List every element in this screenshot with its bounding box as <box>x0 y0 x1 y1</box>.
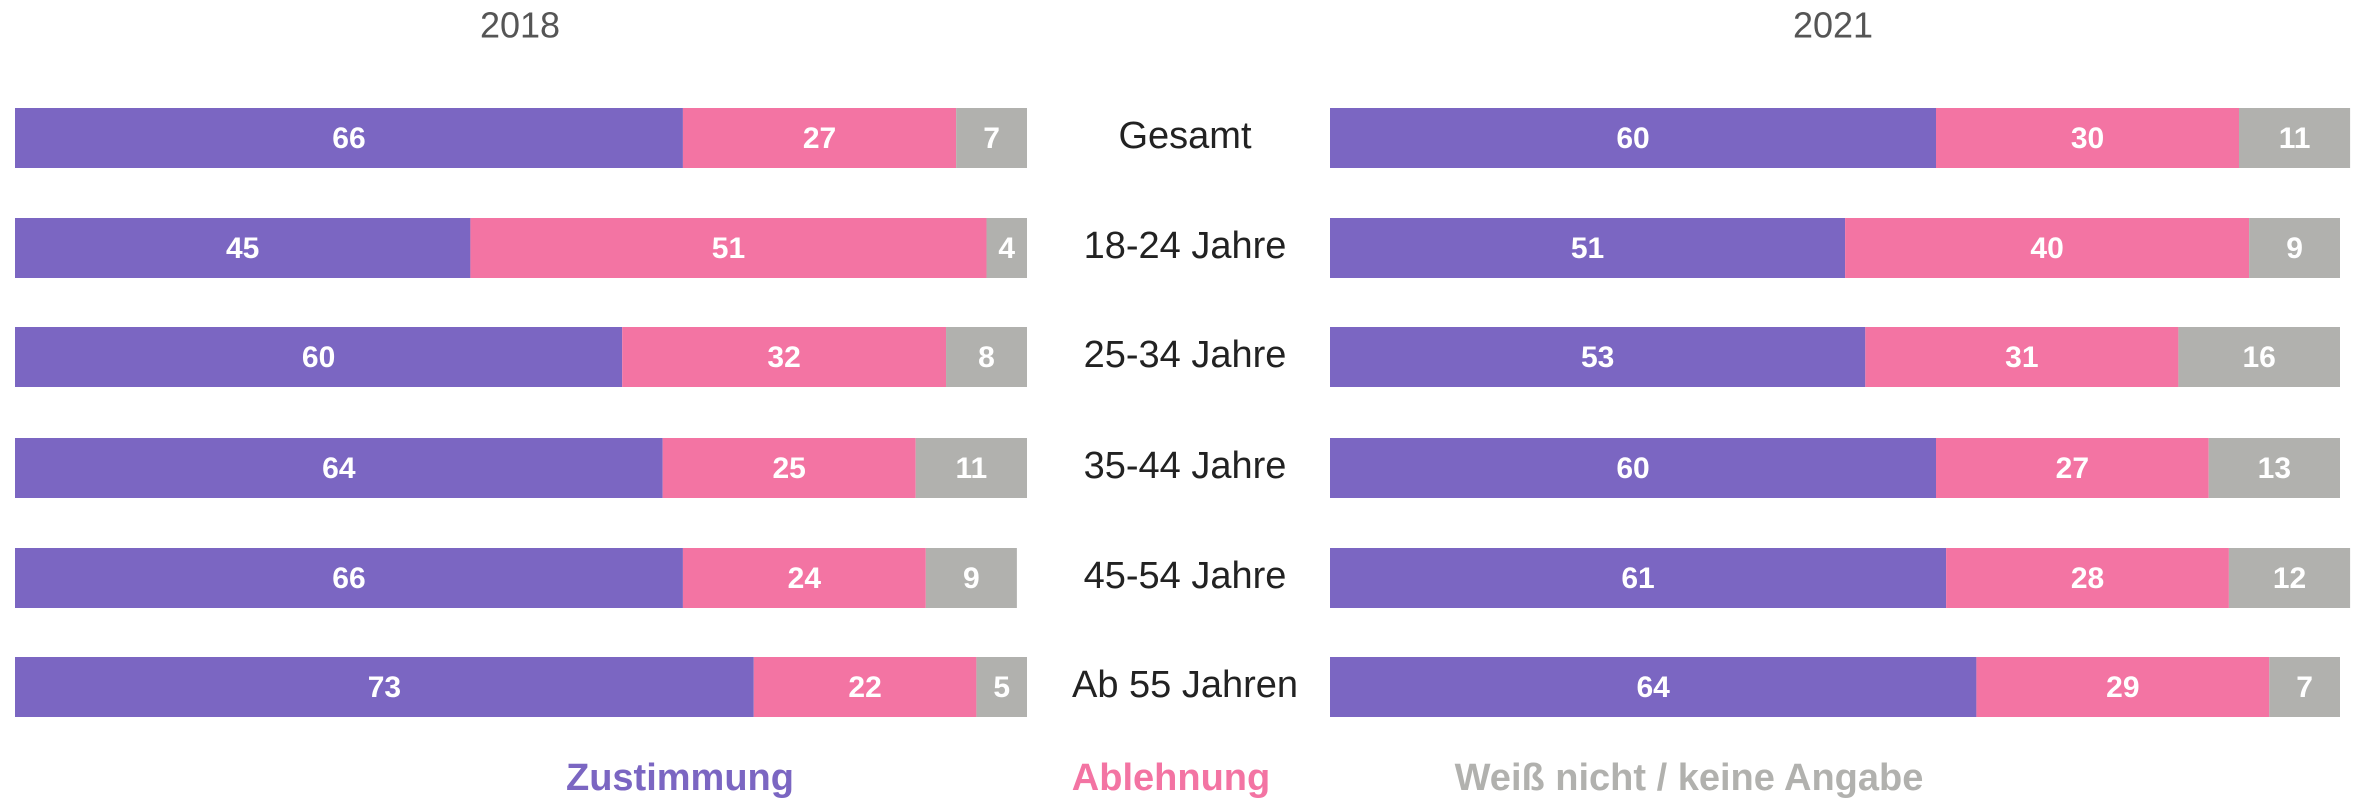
value-label: 12 <box>2273 562 2306 595</box>
bar-segment <box>622 327 947 387</box>
bar-segment <box>1946 548 2229 608</box>
bar-segment <box>2269 657 2340 717</box>
value-label: 29 <box>2106 671 2139 704</box>
value-label: 24 <box>788 562 822 595</box>
bar-segment <box>1330 657 1977 717</box>
value-label: 64 <box>322 452 356 485</box>
bar-segment <box>15 108 683 168</box>
bar-segment <box>2239 108 2351 168</box>
value-label: 60 <box>1616 452 1649 485</box>
value-label: 13 <box>2258 452 2291 485</box>
value-label: 25 <box>772 452 805 485</box>
value-label: 28 <box>2071 562 2104 595</box>
value-label: 51 <box>712 232 745 265</box>
bar-segment <box>986 218 1027 278</box>
bar-segment <box>662 438 916 498</box>
value-label: 66 <box>332 122 365 155</box>
legend-entry: Ablehnung <box>1072 757 1270 799</box>
bar-segment <box>753 657 977 717</box>
bar-segment <box>1865 327 2179 387</box>
bar-segment <box>15 438 663 498</box>
category-label: 35-44 Jahre <box>1084 445 1287 487</box>
category-label: 45-54 Jahre <box>1084 555 1287 597</box>
bar-segment <box>1845 218 2250 278</box>
category-label: Gesamt <box>1118 115 1251 157</box>
value-label: 53 <box>1581 341 1614 374</box>
bar-segment <box>2208 438 2340 498</box>
chart-title: 2021 <box>1793 5 1873 46</box>
value-label: 22 <box>848 671 881 704</box>
value-label: 27 <box>803 122 836 155</box>
bar-segment <box>915 438 1027 498</box>
bar-segment <box>1936 108 2239 168</box>
category-label: 18-24 Jahre <box>1084 225 1287 267</box>
category-label: Ab 55 Jahren <box>1072 664 1298 706</box>
value-label: 27 <box>2056 452 2089 485</box>
legend-entry: Weiß nicht / keine Angabe <box>1455 757 1924 799</box>
value-label: 11 <box>955 452 987 485</box>
category-label: 25-34 Jahre <box>1084 334 1287 376</box>
bar-segment <box>946 327 1027 387</box>
value-label: 73 <box>368 671 401 704</box>
value-label: 51 <box>1571 232 1604 265</box>
value-label: 66 <box>332 562 365 595</box>
bar-segment <box>15 657 754 717</box>
value-label: 40 <box>2030 232 2063 265</box>
bar-segment <box>15 218 471 278</box>
bar-segment <box>1976 657 2270 717</box>
bar-segment <box>470 218 987 278</box>
value-label: 45 <box>226 232 259 265</box>
bar-segment <box>2228 548 2351 608</box>
bar-segment <box>15 327 623 387</box>
bar-segment <box>956 108 1027 168</box>
bar-segment <box>1330 218 1846 278</box>
value-label: 8 <box>978 341 995 374</box>
bar-segment <box>1330 327 1866 387</box>
value-label: 7 <box>983 122 1000 155</box>
bar-segment <box>682 548 926 608</box>
value-label: 31 <box>2005 341 2038 374</box>
value-label: 4 <box>998 232 1015 265</box>
value-label: 61 <box>1621 562 1654 595</box>
value-label: 60 <box>1616 122 1649 155</box>
bar-segment <box>15 548 683 608</box>
bar-segment <box>682 108 957 168</box>
value-label: 64 <box>1637 671 1671 704</box>
bar-segment <box>925 548 1017 608</box>
bar-segment <box>2178 327 2340 387</box>
bar-segment <box>1330 438 1936 498</box>
bar-segment <box>1936 438 2209 498</box>
value-label: 60 <box>302 341 335 374</box>
bar-segment <box>1330 108 1936 168</box>
chart-title: 2018 <box>480 5 560 46</box>
value-label: 16 <box>2243 341 2276 374</box>
value-label: 9 <box>2286 232 2303 265</box>
value-label: 32 <box>767 341 800 374</box>
legend-entry: Zustimmung <box>566 757 794 799</box>
value-label: 5 <box>993 671 1010 704</box>
value-label: 7 <box>2296 671 2313 704</box>
value-label: 30 <box>2071 122 2104 155</box>
bar-segment <box>2249 218 2340 278</box>
bar-segment <box>1330 548 1947 608</box>
value-label: 11 <box>2279 122 2311 155</box>
bar-segment <box>976 657 1027 717</box>
value-label: 9 <box>963 562 980 595</box>
